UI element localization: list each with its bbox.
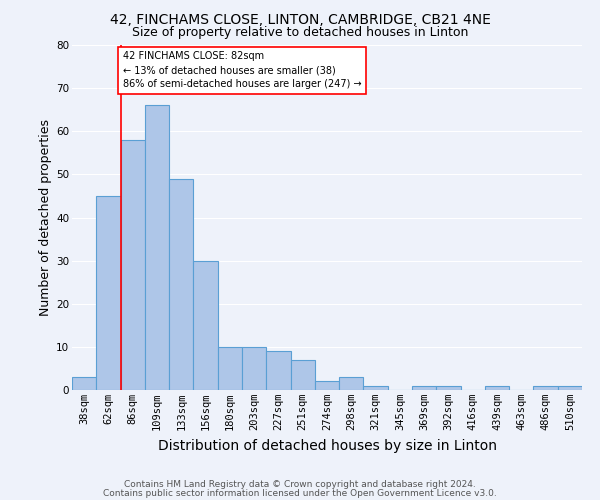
- Bar: [533, 386, 558, 390]
- Bar: [315, 382, 339, 390]
- Y-axis label: Number of detached properties: Number of detached properties: [39, 119, 52, 316]
- X-axis label: Distribution of detached houses by size in Linton: Distribution of detached houses by size …: [157, 438, 497, 452]
- Bar: [339, 377, 364, 390]
- Text: Contains HM Land Registry data © Crown copyright and database right 2024.: Contains HM Land Registry data © Crown c…: [124, 480, 476, 489]
- Text: Size of property relative to detached houses in Linton: Size of property relative to detached ho…: [132, 26, 468, 39]
- Bar: [121, 140, 145, 390]
- Bar: [290, 360, 315, 390]
- Bar: [558, 386, 582, 390]
- Bar: [436, 386, 461, 390]
- Bar: [96, 196, 121, 390]
- Bar: [266, 351, 290, 390]
- Bar: [72, 377, 96, 390]
- Bar: [412, 386, 436, 390]
- Bar: [485, 386, 509, 390]
- Text: 42, FINCHAMS CLOSE, LINTON, CAMBRIDGE, CB21 4NE: 42, FINCHAMS CLOSE, LINTON, CAMBRIDGE, C…: [110, 12, 490, 26]
- Bar: [145, 106, 169, 390]
- Bar: [364, 386, 388, 390]
- Text: 42 FINCHAMS CLOSE: 82sqm
← 13% of detached houses are smaller (38)
86% of semi-d: 42 FINCHAMS CLOSE: 82sqm ← 13% of detach…: [123, 52, 362, 90]
- Bar: [218, 347, 242, 390]
- Bar: [193, 260, 218, 390]
- Bar: [169, 178, 193, 390]
- Text: Contains public sector information licensed under the Open Government Licence v3: Contains public sector information licen…: [103, 489, 497, 498]
- Bar: [242, 347, 266, 390]
